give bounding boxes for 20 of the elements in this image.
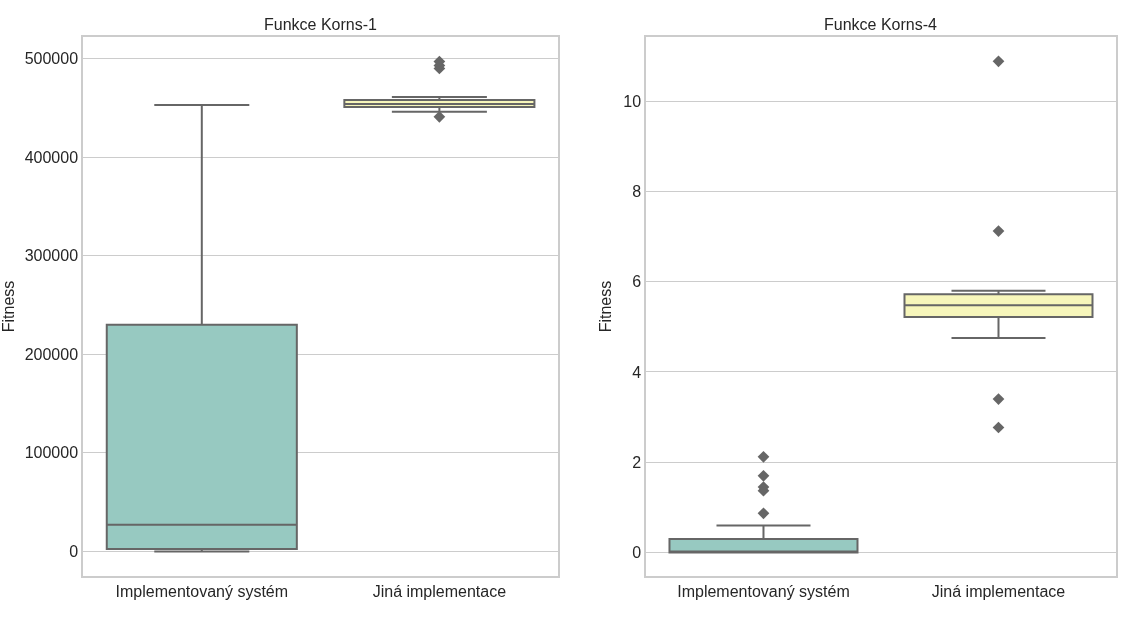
x-tick-label: Implementovaný systém: [115, 583, 289, 601]
y-tick-label: 10: [623, 92, 642, 110]
x-tick-label: Jiná implementace: [372, 583, 507, 601]
x-tick-label: Implementovaný systém: [677, 583, 850, 601]
y-tick-label: 100000: [24, 444, 79, 462]
y-tick-label: 6: [632, 273, 642, 291]
y-tick-label: 8: [632, 182, 642, 200]
x-tick-label: Jiná implementace: [931, 583, 1066, 601]
y-tick-label: 4: [632, 363, 642, 381]
y-tick-label: 300000: [24, 247, 79, 265]
y-tick-label: 200000: [24, 345, 79, 363]
y-tick-label: 2: [632, 453, 642, 471]
y-tick-label: 0: [69, 543, 79, 561]
y-axis-title: Fitness: [0, 280, 17, 333]
y-axis-title: Fitness: [596, 280, 614, 333]
y-tick-label: 500000: [24, 50, 79, 68]
chart-title: Funkce Korns-4: [824, 16, 938, 33]
y-tick-label: 400000: [24, 148, 79, 166]
y-tick-label: 0: [632, 544, 642, 562]
chart-title: Funkce Korns-1: [264, 16, 378, 33]
